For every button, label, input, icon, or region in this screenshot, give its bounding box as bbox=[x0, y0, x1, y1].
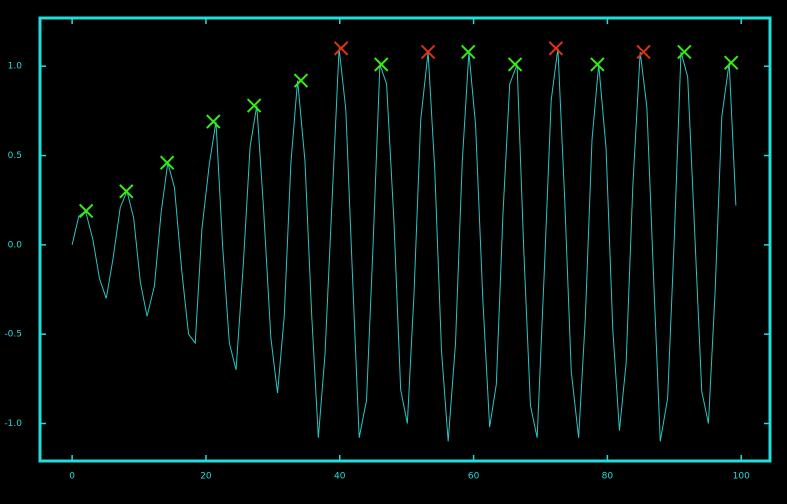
plot-frame bbox=[38, 16, 772, 463]
y-tick-label: 0.5 bbox=[8, 151, 22, 161]
data-line bbox=[71, 48, 737, 442]
y-tick-label: -0.5 bbox=[4, 330, 22, 340]
x-tick-label: 60 bbox=[468, 472, 480, 482]
peak-marker bbox=[119, 184, 134, 199]
peak-marker bbox=[206, 114, 221, 129]
peak-marker bbox=[590, 57, 605, 72]
peak-marker bbox=[159, 155, 175, 170]
x-tick-label: 80 bbox=[602, 472, 614, 482]
peak-marker bbox=[507, 57, 523, 72]
y-tick-label: 1.0 bbox=[8, 62, 23, 72]
peak-marker bbox=[78, 203, 94, 219]
x-tick-label: 20 bbox=[200, 472, 212, 482]
peak-marker bbox=[420, 44, 436, 60]
x-tick-label: 100 bbox=[733, 472, 750, 482]
peak-marker bbox=[246, 98, 262, 113]
peak-marker bbox=[548, 41, 564, 56]
x-tick-label: 0 bbox=[69, 472, 75, 482]
peak-marker bbox=[723, 55, 739, 70]
peak-marker bbox=[461, 44, 476, 60]
peak-marker bbox=[333, 41, 349, 56]
y-tick-label: -1.0 bbox=[4, 419, 22, 429]
y-tick-label: 0.0 bbox=[8, 240, 23, 250]
peak-marker bbox=[293, 73, 309, 88]
peak-marker bbox=[677, 44, 692, 60]
peak-marker bbox=[636, 44, 651, 60]
x-tick-label: 40 bbox=[334, 472, 346, 482]
peak-marker bbox=[374, 57, 389, 72]
